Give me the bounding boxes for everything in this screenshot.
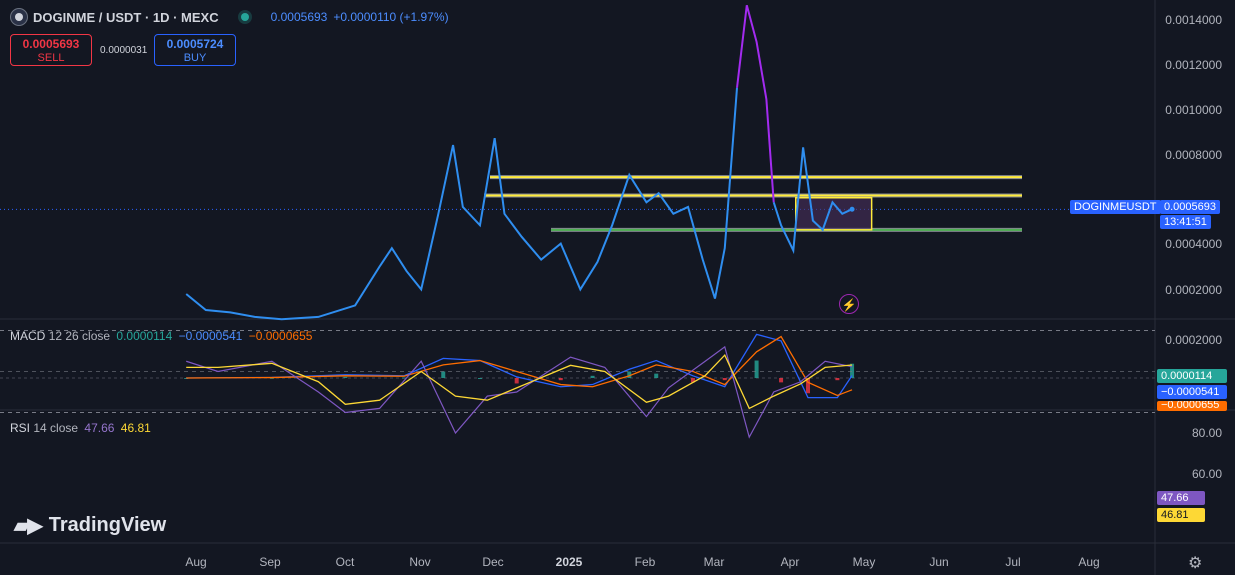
macd-histogram-bar [806, 378, 810, 394]
macd-histogram-bar [269, 377, 274, 379]
brand-name: TradingView [48, 514, 167, 536]
time-axis-label: Oct [335, 555, 355, 569]
macd-histogram-bar [627, 371, 632, 378]
rsi-name: RSI [10, 421, 31, 435]
macd-name: MACD [10, 329, 46, 343]
macd-histogram-bar [441, 371, 446, 378]
time-axis-label: Apr [780, 555, 800, 569]
chart-header: DOGINME / USDT · 1D · MEXC 0.0005693 +0.… [10, 8, 449, 26]
time-axis-label: Sep [259, 555, 281, 569]
time-axis-label: Dec [482, 555, 504, 569]
price-line [185, 87, 739, 321]
rsi-line [186, 345, 853, 439]
macd-histogram-bar [590, 375, 595, 378]
rsi-params: 14 close [33, 421, 79, 435]
macd-histogram-bar [850, 363, 855, 378]
price-line-pump [736, 4, 775, 203]
macd-histogram-bar [654, 373, 659, 378]
rsi-badge: 47.66 [1157, 491, 1205, 505]
price-change: +0.0000110 (+1.97%) [333, 10, 449, 24]
macd-badge: 0.0000114 [1157, 369, 1227, 383]
rsi-axis-label: 60.00 [1191, 467, 1222, 481]
macd-histogram-bar [558, 378, 563, 381]
time-axis-label: Mar [703, 555, 725, 569]
price-axis-label: 0.0004000 [1165, 237, 1222, 251]
tradingview-logo: ▰▶ TradingView [14, 513, 166, 538]
time-axis-label: Nov [409, 555, 431, 569]
price-axis-label: 0.0014000 [1165, 13, 1222, 27]
symbol-title[interactable]: DOGINME / USDT · 1D · MEXC [33, 9, 219, 25]
macd-histogram-bar [402, 377, 407, 379]
rsi-legend[interactable]: RSI 14 close 47.66 46.81 [10, 421, 151, 435]
macd-axis-label: 0.0002000 [1165, 333, 1222, 347]
time-axis-label: Aug [1078, 555, 1100, 569]
tradingview-mark-icon: ▰▶ [14, 515, 43, 537]
price-axis-label: 0.0008000 [1165, 148, 1222, 162]
macd-hist-badge: −0.0000655 [1157, 401, 1227, 411]
macd-hist-value: −0.0000655 [248, 329, 313, 343]
rsi-ma-value: 46.81 [120, 421, 151, 435]
market-open-icon [240, 13, 249, 21]
macd-histogram-bar [477, 378, 482, 379]
time-axis-label: 2025 [555, 555, 583, 569]
rsi-value: 47.66 [84, 421, 115, 435]
sell-button[interactable]: 0.0005693 SELL [10, 34, 92, 66]
rsi-ma-line [186, 353, 853, 410]
buy-button[interactable]: 0.0005724 BUY [154, 34, 236, 66]
sell-price: 0.0005693 [22, 37, 80, 51]
price-axis-label: 0.0012000 [1165, 58, 1222, 72]
sell-label: SELL [37, 52, 65, 64]
macd-histogram-bar [722, 378, 727, 381]
buy-price: 0.0005724 [166, 37, 224, 51]
countdown-badge: 13:41:51 [1160, 215, 1211, 229]
settings-gear-icon[interactable]: ⚙ [1188, 555, 1203, 572]
macd-histogram-bar [835, 378, 840, 381]
time-axis-label: Jul [1005, 555, 1021, 569]
time-axis-label: Jun [929, 555, 949, 569]
macd-signal-line [186, 335, 853, 397]
flash-event-icon[interactable]: ⚡ [839, 294, 859, 314]
spread-value: 0.0000031 [100, 45, 148, 56]
rsi-axis-label: 80.00 [1191, 426, 1222, 440]
macd-histogram-bar [514, 378, 519, 384]
macd-signal-badge: −0.0000541 [1157, 385, 1227, 399]
last-price-point [849, 206, 855, 212]
buy-label: BUY [183, 52, 207, 64]
rsi-ma-badge: 46.81 [1157, 508, 1205, 522]
macd-histogram-bar [184, 378, 189, 379]
macd-histogram-bar [779, 378, 784, 383]
macd-histogram-bar [754, 360, 759, 378]
time-axis-label: Aug [185, 555, 207, 569]
coin-logo-icon [10, 8, 28, 26]
macd-value: 0.0000114 [116, 329, 173, 343]
macd-line [186, 333, 853, 399]
macd-params: 12 26 close [48, 329, 111, 343]
time-axis-label: May [852, 555, 876, 569]
macd-signal-value: −0.0000541 [178, 329, 243, 343]
time-axis-label: Feb [634, 555, 656, 569]
macd-legend[interactable]: MACD 12 26 close 0.0000114 −0.0000541 −0… [10, 329, 312, 343]
macd-histogram-bar [343, 376, 348, 378]
price-axis-label: 0.0010000 [1165, 103, 1222, 117]
macd-histogram-bar [690, 378, 695, 383]
price-axis-label: 0.0002000 [1165, 283, 1222, 297]
symbol-badge: DOGINMEUSDT [1070, 200, 1161, 214]
price-badge: 0.0005693 [1160, 200, 1220, 214]
price-line [772, 147, 853, 255]
last-price: 0.0005693 [270, 10, 328, 24]
